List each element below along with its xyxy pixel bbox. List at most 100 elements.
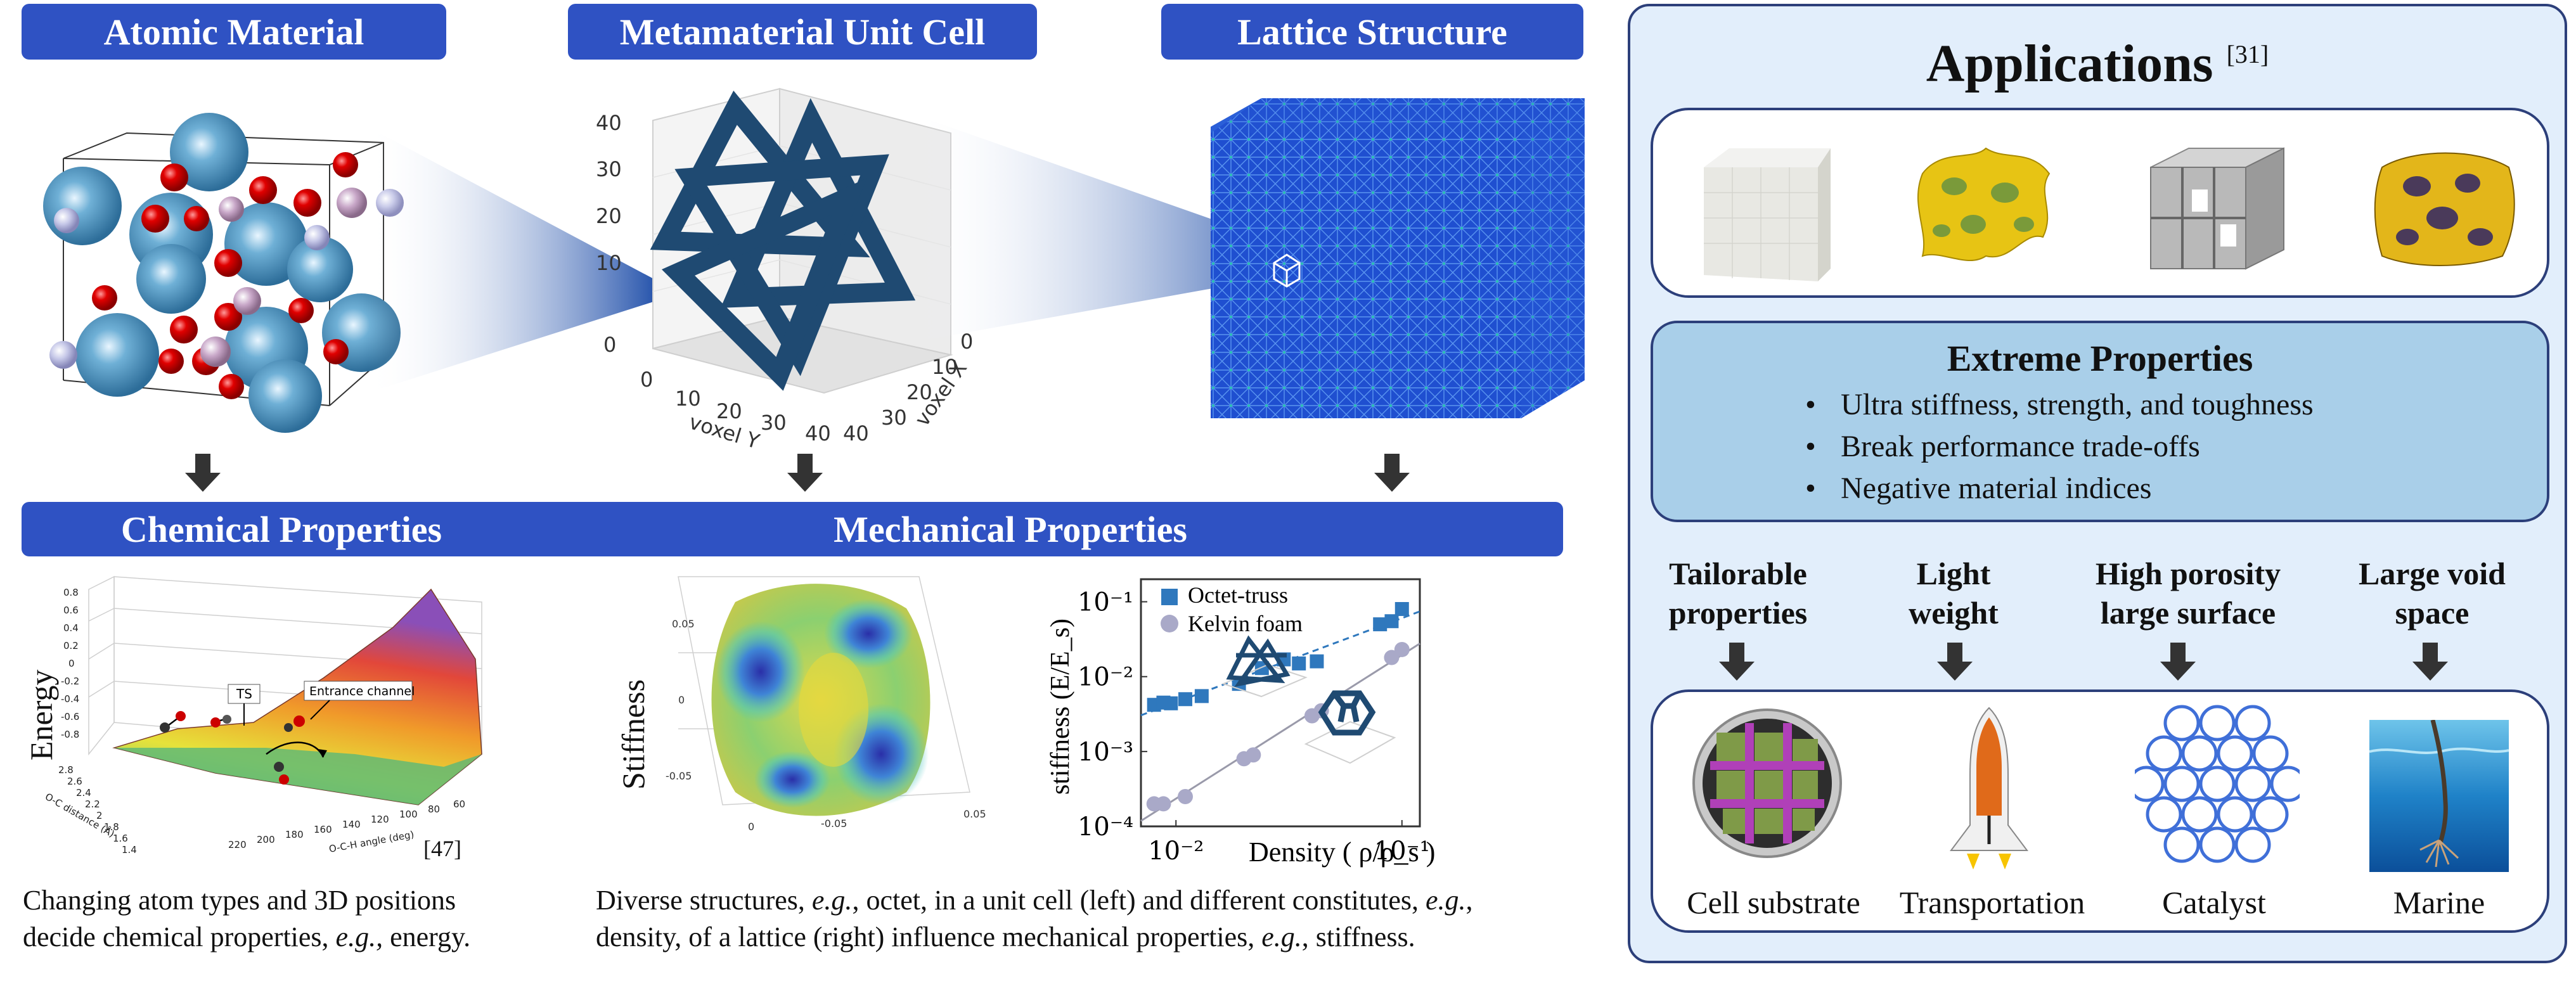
catalyst-pore [2217, 796, 2253, 833]
plate-lattice-image [2150, 147, 2284, 270]
x-tick: 10 [932, 355, 958, 379]
feature-line: properties [1668, 595, 1808, 631]
data-point-octet-truss [1178, 692, 1192, 707]
x-tick: 0.05 [963, 808, 986, 820]
feature-line: Tailorable [1669, 556, 1807, 591]
gyroid-yellow-image [1917, 147, 2051, 262]
legend: Octet-truss Kelvin foam [1161, 582, 1303, 636]
gyroid-purple-image [2374, 152, 2515, 266]
down-arrow-icon [1374, 454, 1410, 492]
stiffness-ylabel-wrap: Stiffness [615, 665, 659, 805]
banner-lattice-structure: Lattice Structure [1161, 4, 1583, 60]
y-tick: 30 [761, 411, 787, 435]
z-tick: 0.6 [63, 605, 79, 616]
catalyst-pore [2199, 826, 2236, 863]
feature-large-void: Large void space [2328, 554, 2537, 632]
caption-text: energy. [383, 921, 471, 952]
y-tick-label: 10⁻³ [1078, 738, 1133, 767]
y-tick: 180 [285, 829, 304, 840]
extreme-properties-list: Ultra stiffness, strength, and toughness… [1805, 384, 2314, 510]
kelvin-inset-icon [1304, 690, 1396, 764]
z-tick: 0 [68, 658, 75, 669]
z-tick: 0.4 [63, 622, 79, 634]
energy-ylabel-wrap: Energy [23, 665, 67, 779]
x-tick: 2.8 [58, 764, 74, 776]
feature-line: large surface [2100, 595, 2276, 631]
caption-text: decide chemical properties, [23, 921, 336, 952]
stiffness-density-chart: 10⁻¹ 10⁻² 10⁻³ 10⁻⁴ 10⁻² 10⁻¹ Octet-truss Ke… [1046, 578, 1435, 868]
legend-octet-truss: Octet-truss [1188, 582, 1288, 608]
x-tick-label: 10⁻² [1148, 837, 1204, 866]
chemical-caption-line2: decide chemical properties, e.g., energy… [23, 919, 581, 956]
z-tick: 0 [678, 694, 685, 706]
feature-tailorable-properties: Tailorable properties [1643, 554, 1833, 632]
stiffness-ylabel: Stiffness [615, 679, 651, 790]
cell-substrate-image [1692, 708, 1842, 858]
data-point-kelvin-foam [1384, 650, 1400, 665]
y-tick: 140 [342, 819, 361, 830]
z-tick: -0.4 [61, 693, 79, 705]
data-point-octet-truss [1373, 617, 1388, 632]
y-tick-labels: 10⁻¹ 10⁻² 10⁻³ 10⁻⁴ [1078, 588, 1147, 842]
x-tick: -0.05 [821, 818, 847, 830]
z-tick: 30 [596, 157, 622, 181]
app-label-cell-substrate: Cell substrate [1687, 885, 1860, 920]
catalyst-pore [2146, 796, 2182, 833]
applications-title-text: Applications [1926, 34, 2213, 93]
down-arrow-icon [185, 454, 221, 492]
extreme-properties-box: Extreme Properties Ultra stiffness, stre… [1651, 321, 2549, 522]
caption-text: , [1465, 885, 1473, 916]
x-tick: 30 [881, 406, 907, 430]
x-tick: 2.2 [85, 798, 100, 810]
caption-eg: e.g. [811, 885, 853, 916]
data-point-kelvin-foam [1394, 641, 1410, 657]
y-tick: 160 [314, 824, 332, 835]
x-tick: 1.6 [113, 833, 128, 844]
lattice-sample-image [1704, 148, 1831, 281]
lattice-cube [1211, 98, 1585, 418]
x-tick: 1.4 [122, 844, 137, 856]
feature-line: space [2395, 595, 2470, 631]
legend-kelvin-foam: Kelvin foam [1188, 611, 1303, 636]
down-arrow-icon [1937, 643, 1973, 681]
data-point-octet-truss [1384, 614, 1399, 629]
x-tick: 0 [960, 330, 973, 354]
catalyst-pore [2199, 766, 2236, 802]
chart-ylabel: stiffness (E/E_s) [1046, 619, 1075, 795]
extreme-property-item: Break performance trade-offs [1805, 426, 2314, 468]
entrance-channel-annotation: Entrance channel [309, 684, 415, 698]
data-point-kelvin-foam [1246, 747, 1261, 763]
down-arrow-icon [787, 454, 823, 492]
z-tick: 20 [596, 204, 622, 228]
energy-surface-plot: TS Entrance channel 0.8 0.6 0.4 0.2 0 -0… [43, 575, 482, 856]
unit-cell-plot: 40 30 20 10 0 0 10 20 30 40 0 10 20 30 4… [596, 87, 973, 450]
feature-line: Large void [2359, 556, 2506, 591]
y-tick: 120 [371, 814, 389, 825]
mechanical-caption: Diverse structures, e.g., octet, in a un… [596, 882, 1623, 956]
y-tick: 0 [640, 368, 653, 392]
catalyst-pore [2199, 705, 2236, 741]
caption-eg: e.g., [335, 921, 383, 952]
x-tick: 0 [748, 821, 754, 833]
catalyst-pore [2234, 705, 2271, 741]
y-tick: 60 [453, 798, 465, 810]
chart-root: 10⁻¹ 10⁻² 10⁻³ 10⁻⁴ 10⁻² 10⁻¹ Octet-truss Ke… [1046, 578, 1435, 868]
data-point-kelvin-foam [1156, 796, 1171, 812]
y-tick: 100 [399, 809, 418, 820]
data-point-kelvin-foam [1177, 788, 1193, 804]
chart-xlabel: Density ( ρ/ρ_s ) [1249, 837, 1435, 868]
feature-line: weight [1909, 595, 1999, 631]
unit-cell-highlight [1273, 253, 1301, 288]
caption-text: , octet, in a unit cell (left) and diffe… [852, 885, 1426, 916]
application-examples-box: Cell substrate Transportation Catalyst M… [1651, 689, 2549, 933]
z-tick: -0.8 [61, 729, 79, 740]
app-label-marine: Marine [2393, 885, 2485, 920]
space-shuttle-image [1950, 707, 2028, 869]
marine-image [2369, 720, 2509, 872]
catalyst-pore [2181, 735, 2218, 772]
caption-text: Diverse structures, [596, 885, 812, 916]
banner-properties: Chemical Properties Mechanical Propertie… [22, 502, 1563, 556]
catalyst-pore [2163, 705, 2200, 741]
citation-47: [47] [423, 836, 461, 861]
mechanical-properties-label: Mechanical Properties [834, 508, 1187, 550]
